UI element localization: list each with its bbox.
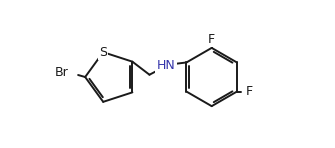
Text: F: F — [208, 33, 215, 46]
Text: F: F — [245, 85, 253, 98]
Text: Br: Br — [55, 66, 69, 79]
Text: S: S — [99, 46, 107, 59]
Text: HN: HN — [156, 59, 175, 72]
